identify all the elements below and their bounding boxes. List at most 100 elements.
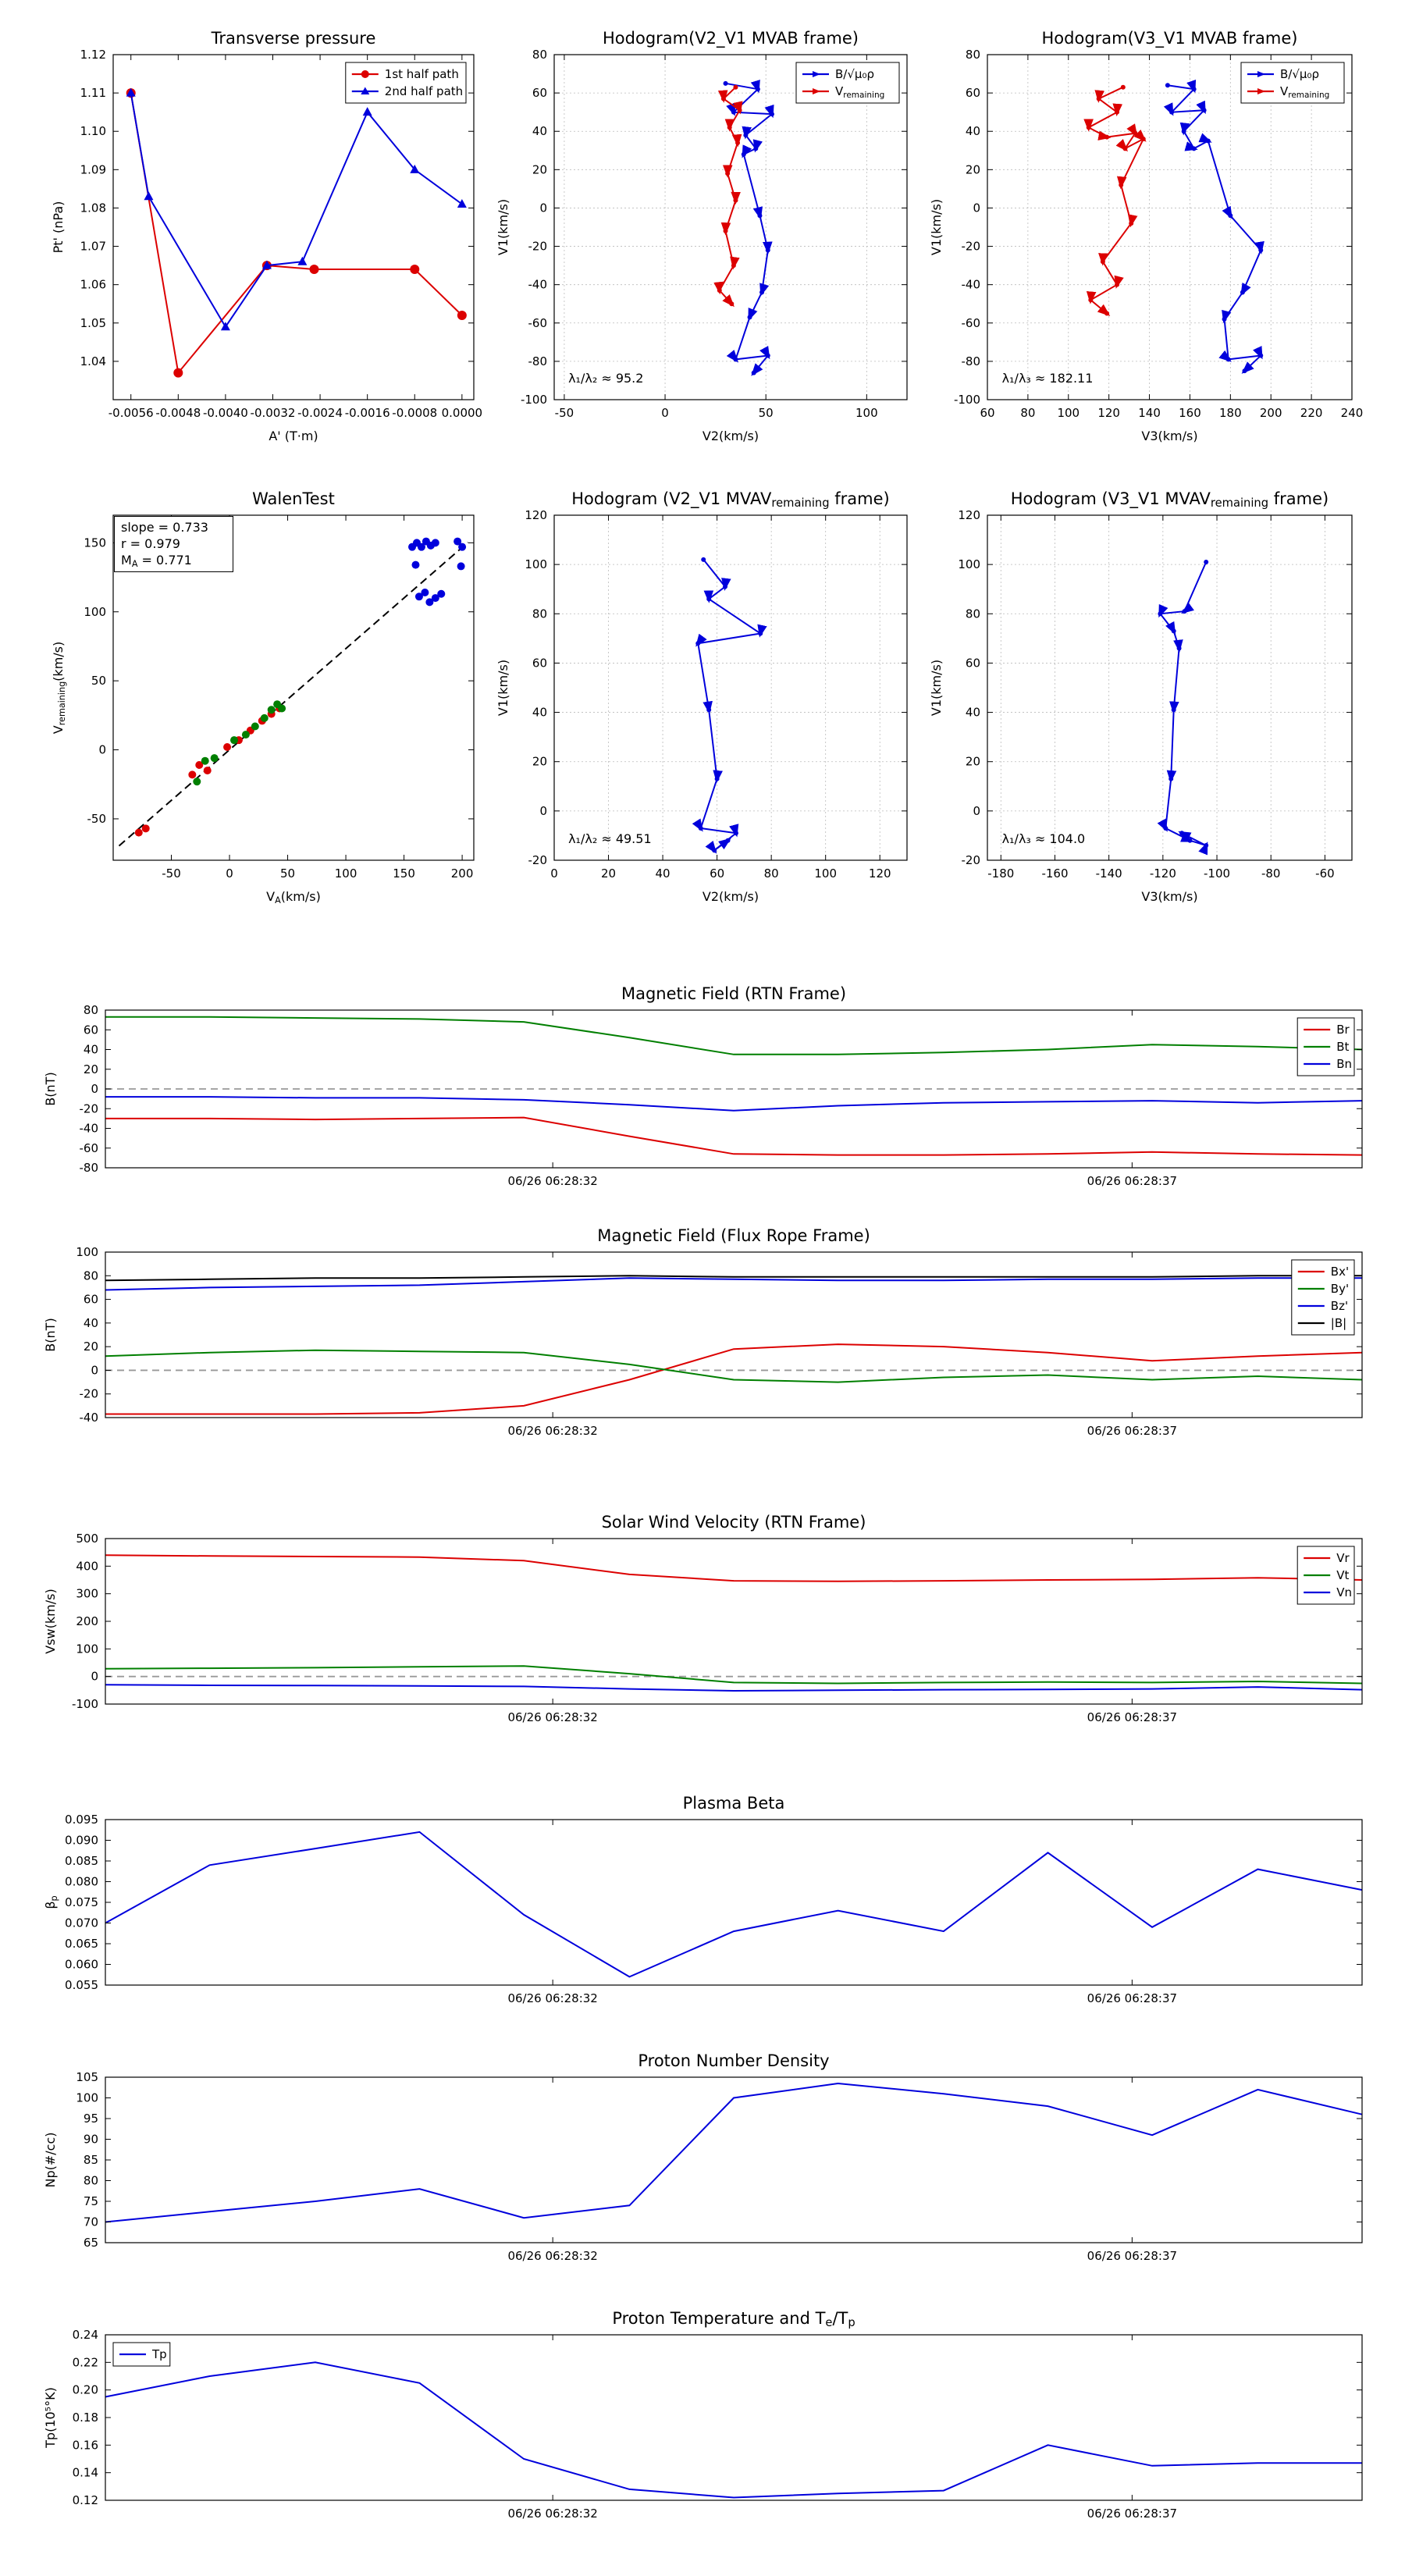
data-point (1204, 843, 1209, 849)
axes-frame (105, 2076, 1363, 2243)
y-tick-label: -100 (954, 393, 980, 407)
series-Vn (105, 1684, 1363, 1692)
axes-frame (987, 514, 1353, 861)
y-tick-label: 75 (84, 2194, 98, 2208)
series-Tp (105, 2361, 1362, 2499)
y-tick-label: 1.09 (80, 162, 106, 176)
data-point (701, 557, 706, 562)
axes-frame (553, 514, 908, 861)
series-walen-fit (118, 542, 469, 847)
y-tick-label: 300 (76, 1587, 98, 1601)
x-tick-label: 40 (656, 866, 670, 881)
series-Vremaining (1083, 86, 1147, 316)
chart-title: Hodogram (V3_V1 MVAVremaining frame) (1011, 489, 1329, 510)
hodogram-v2v1-mvav-panel: 0 20 40 60 80 100 120 -20 0 20 40 60 80 100 120 Hodogra… (492, 478, 921, 926)
data-point (431, 594, 439, 603)
chart-title: Hodogram(V3_V1 MVAB frame) (1042, 29, 1298, 48)
data-point (144, 191, 154, 201)
x-tick-label: 06/26 06:28:37 (1087, 1424, 1177, 1438)
data-point (1163, 825, 1168, 831)
x-tick-label: 150 (393, 866, 415, 881)
series-Bz' (105, 1277, 1362, 1291)
data-point (759, 290, 765, 295)
data-point (220, 322, 230, 331)
x-tick-label: 0 (226, 866, 233, 881)
y-tick-label: 0.055 (65, 1978, 98, 1992)
data-point (411, 560, 420, 569)
data-point (1191, 146, 1197, 151)
proton-temperature-panel: 06/26 06:28:32 06/26 06:28:37 0.12 0.14 0.16… (39, 2299, 1374, 2544)
data-point (1201, 108, 1207, 113)
data-point (733, 357, 738, 362)
y-tick-label: 0 (91, 1082, 98, 1096)
hodogram-v3v1-mvav-panel: -180 -160 -140 -120 -100 -80 -60 -20 0 20 40 60 80 10… (925, 478, 1366, 926)
legend-label: Bt (1336, 1040, 1349, 1054)
legend-label: Vt (1336, 1568, 1349, 1582)
data-point (757, 213, 763, 219)
data-point (425, 598, 434, 607)
data-point (173, 368, 183, 378)
chart-title: Transverse pressure (211, 29, 376, 48)
data-point (297, 256, 308, 265)
data-point (751, 370, 756, 375)
stats-line: slope = 0.733 (121, 520, 208, 535)
x-tick-label: 80 (1020, 406, 1035, 420)
x-tick-label: 180 (1219, 406, 1242, 420)
y-tick-label: 20 (532, 755, 547, 769)
chart-title: Proton Number Density (638, 2051, 829, 2070)
y-tick-label: 0.090 (65, 1834, 98, 1848)
chart-title: WalenTest (252, 489, 335, 508)
data-point (1122, 146, 1128, 151)
y-tick-label: 100 (525, 557, 547, 571)
x-tick-label: -50 (555, 406, 574, 420)
y-axis-label: V1(km/s) (929, 199, 944, 255)
y-tick-label: -20 (80, 1101, 99, 1115)
data-point (241, 731, 250, 739)
axes-frame (553, 54, 908, 400)
y-tick-label: 0 (539, 804, 547, 818)
x-tick-label: -100 (1204, 866, 1230, 881)
y-tick-label: 1.08 (80, 201, 106, 215)
y-tick-label: -40 (962, 278, 981, 292)
legend-label: By' (1331, 1282, 1349, 1296)
y-axis-label: V1(km/s) (929, 660, 944, 716)
mag-rtn-chart: 06/26 06:28:32 06/26 06:28:37 -80 -60 -40 -20… (43, 984, 1363, 1188)
y-tick-label: 80 (966, 48, 980, 62)
data-point (457, 310, 467, 320)
y-tick-label: 20 (966, 755, 980, 769)
y-axis-label: V1(km/s) (496, 660, 510, 716)
x-tick-label: -120 (1150, 866, 1176, 881)
data-point (753, 146, 759, 151)
data-point (731, 109, 736, 115)
y-tick-label: -60 (528, 316, 548, 330)
x-axis-label: V3(km/s) (1141, 429, 1197, 443)
y-tick-label: 40 (532, 124, 547, 138)
y-tick-label: 0.070 (65, 1916, 98, 1930)
stats-line: MA = 0.771 (121, 553, 192, 569)
data-point (260, 713, 269, 722)
data-point (765, 353, 770, 358)
mag-flux-rope-panel: 06/26 06:28:32 06/26 06:28:37 -40 -20 0 20 40 6… (39, 1216, 1374, 1461)
data-point (458, 543, 467, 551)
data-point (723, 80, 728, 86)
x-tick-label: 20 (601, 866, 616, 881)
x-tick-label: -0.0032 (251, 406, 296, 420)
data-point (755, 87, 760, 92)
y-tick-label: 70 (84, 2215, 98, 2229)
x-axis-label: V3(km/s) (1141, 889, 1197, 904)
chart-title: Plasma Beta (683, 1794, 785, 1813)
y-axis-label: B(nT) (43, 1318, 58, 1351)
data-point (417, 543, 425, 551)
data-point (723, 228, 728, 233)
y-axis-label: Vremaining(km/s) (51, 642, 67, 735)
data-point (1179, 831, 1185, 836)
data-point (1171, 707, 1176, 713)
series-By' (105, 1349, 1363, 1383)
data-point (727, 125, 732, 130)
annotation: λ₁/λ₂ ≈ 49.51 (568, 831, 652, 846)
x-tick-label: 120 (869, 866, 891, 881)
x-axis-label: VA(km/s) (266, 889, 321, 906)
hodogram-v3v1-mvab-chart: 60 80 100 120 140 160 180 200 220 240-100-80-60-4… (929, 29, 1363, 443)
y-tick-label: 105 (76, 2070, 98, 2084)
data-point (410, 265, 420, 275)
